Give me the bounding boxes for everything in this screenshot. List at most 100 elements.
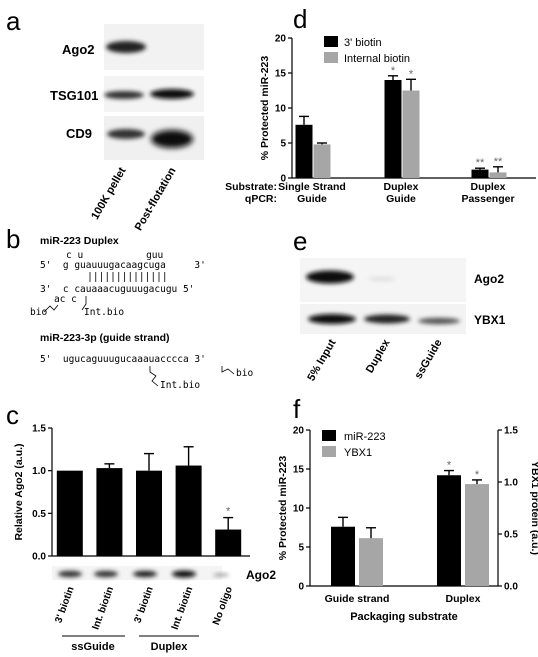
chart-c-category-label: Int. biotin xyxy=(90,585,116,631)
chart-f-y-tick-label: 20 xyxy=(293,426,305,437)
chart-d-y-label: % Protected miR-223 xyxy=(259,56,271,161)
duplex-basepair-ticks xyxy=(89,272,166,282)
group-c-duplex: Duplex xyxy=(151,641,189,653)
chart-c-category-label: Int. biotin xyxy=(170,585,196,631)
chart-d-sig: * xyxy=(409,68,414,80)
chart-d-legend-swatch xyxy=(324,36,338,47)
guide-title: miR-223-3p (guide strand) xyxy=(40,332,170,344)
band-c-lane4 xyxy=(172,570,196,578)
duplex-line-guide: 5' g guauuugacaagcuga 3' xyxy=(40,260,206,271)
chart-c-bar xyxy=(96,468,123,556)
panel-c-letter: c xyxy=(6,400,19,430)
chart-d-y-tick-label: 20 xyxy=(275,34,287,45)
chart-d-bar xyxy=(384,80,402,178)
chart-f-legend-label: miR-223 xyxy=(344,431,386,443)
lane-e-input: 5% Input xyxy=(305,337,338,383)
chart-f-legend-swatch xyxy=(322,446,336,457)
duplex-int-bio-label: Int.bio xyxy=(84,307,124,318)
chart-f: 0 5 10 15 20 0.0 0.5 1.0 1.5 % Protected miR-223 Y… xyxy=(277,426,538,624)
chart-c-category-label: 3' biotin xyxy=(133,585,156,624)
chart-f-bar xyxy=(437,475,461,586)
blot-a-label-ago2: Ago2 xyxy=(62,42,95,57)
band-e-ybx1-lane3 xyxy=(418,317,460,325)
band-e-ybx1-lane2 xyxy=(364,314,410,324)
panel-d-letter: d xyxy=(293,4,307,34)
panel-a-letter: a xyxy=(6,6,21,36)
guide-bio-label: bio xyxy=(236,368,253,379)
lane-a-post-flotation: Post-flotation xyxy=(133,165,179,233)
chart-c-y-tick-label: 1.5 xyxy=(32,424,46,435)
chart-d-y-tick-label: 5 xyxy=(280,139,286,150)
chart-d-sig: * xyxy=(391,65,396,77)
blot-e-label-ybx1: YBX1 xyxy=(474,313,506,327)
chart-d-legend-label: 3' biotin xyxy=(344,37,382,49)
group-d-1-line1: Single Strand xyxy=(278,181,346,193)
group-d-3-line1: Duplex xyxy=(470,181,505,193)
chart-d-bar xyxy=(402,90,420,178)
group-d-2-line1: Duplex xyxy=(383,181,418,193)
chart-d-sig: ** xyxy=(476,157,485,169)
panel-f: f 0 5 10 15 20 0.0 0.5 1.0 1.5 % Protected miR-22… xyxy=(277,394,538,623)
chart-c-y-tick-label: 0.0 xyxy=(32,552,46,563)
guide-sequence: 5' ugucaguuugucaaauacccca 3' xyxy=(40,354,206,365)
bio-linker-3prime xyxy=(43,304,59,313)
blot-a-label-tsg101: TSG101 xyxy=(50,88,98,103)
chart-d-bar xyxy=(313,144,331,178)
chart-f-legend-label: YBX1 xyxy=(344,447,372,459)
chart-f-y-tick-label-right: 0.5 xyxy=(504,530,518,541)
chart-f-category-label: Duplex xyxy=(445,593,480,605)
chart-c-y-label: Relative Ago2 (a.u.) xyxy=(13,443,25,540)
chart-c-sig: * xyxy=(226,506,231,518)
chart-f-bar xyxy=(465,484,489,586)
chart-f-y-tick-label-right: 1.0 xyxy=(504,478,518,489)
chart-d-legend-swatch xyxy=(324,52,338,63)
guide-int-bio-label: Int.bio xyxy=(160,380,200,391)
chart-d-y-tick-label: 10 xyxy=(275,104,287,115)
band-a-cd9-lane2 xyxy=(151,130,193,148)
panel-c: c 0.0 0.5 1.0 1.5 Relative Ago2 (a.u.) 3' bio… xyxy=(6,400,276,653)
chart-f-bar xyxy=(331,526,355,586)
chart-f-y-label: % Protected miR-223 xyxy=(277,456,289,561)
chart-f-y-label-right: YBX1 protein (a.u.) xyxy=(529,461,538,555)
group-d-3-line2: Passenger xyxy=(461,193,514,205)
duplex-bulge-bottom: ac c xyxy=(54,294,77,305)
group-d-2-line2: Guide xyxy=(386,193,416,205)
chart-d-sig: ** xyxy=(494,156,503,168)
blot-e-label-ago2: Ago2 xyxy=(474,272,504,286)
chart-c-category-label: 3' biotin xyxy=(53,585,76,624)
chart-f-y-tick-label: 5 xyxy=(298,543,304,554)
duplex-bulge-top: c u guu xyxy=(66,250,163,261)
band-c-lane3 xyxy=(133,570,157,578)
duplex-line-passenger: 3' c cauaaacuguuugacugu 5' xyxy=(40,284,194,295)
guide-int-bio-linker xyxy=(149,366,159,387)
row-d-substrate: Substrate: xyxy=(225,181,277,193)
band-e-ago2-lane1 xyxy=(306,270,354,284)
lane-e-ssguide: ssGuide xyxy=(413,338,445,382)
chart-f-y-tick-label: 15 xyxy=(293,465,305,476)
chart-d-legend-label: Internal biotin xyxy=(344,53,410,65)
chart-d-bar xyxy=(489,172,507,178)
group-c-ssguide: ssGuide xyxy=(71,641,114,653)
blot-a-label-cd9: CD9 xyxy=(66,126,92,141)
duplex-bio-label: bio xyxy=(30,307,47,318)
panel-b: b miR-223 Duplex c u guu 5' g guauuugaca… xyxy=(6,224,253,391)
panel-e: e Ago2 YBX1 5% Input Duplex ssGuide xyxy=(293,226,506,383)
chart-f-y-tick-label: 10 xyxy=(293,504,305,515)
chart-d-bar xyxy=(295,124,313,178)
band-a-tsg101-lane1 xyxy=(104,91,144,99)
chart-f-y-tick-label: 0 xyxy=(298,582,304,593)
chart-c-bar xyxy=(175,465,202,556)
chart-c-y-tick-label: 0.5 xyxy=(32,509,46,520)
chart-c-bar xyxy=(56,470,83,556)
row-d-qpcr: qPCR: xyxy=(245,193,277,205)
chart-d-bar xyxy=(471,169,489,178)
lane-e-duplex: Duplex xyxy=(364,337,393,376)
chart-f-bar xyxy=(359,538,383,586)
lane-a-100k-pellet: 100K pellet xyxy=(89,165,129,222)
band-a-ago2-lane1 xyxy=(106,41,146,53)
chart-f-x-label: Packaging substrate xyxy=(350,611,458,623)
chart-c-category-label: No oligo xyxy=(211,585,235,626)
